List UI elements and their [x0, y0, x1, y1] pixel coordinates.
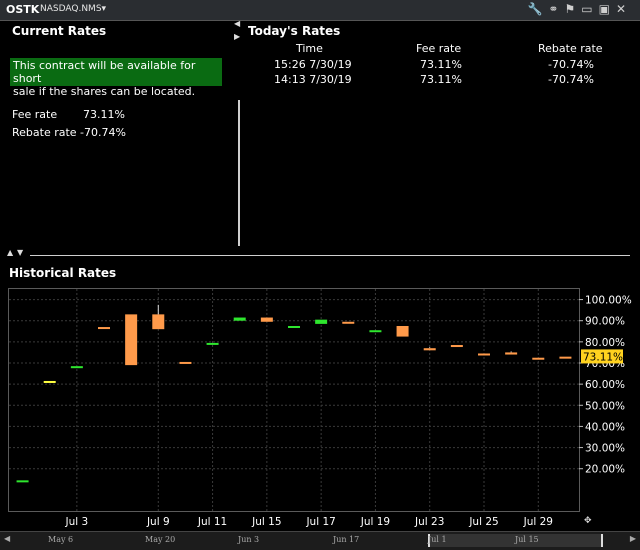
- expand-down-icon[interactable]: ▼: [17, 248, 24, 257]
- candle-body: [288, 326, 300, 328]
- row-1-rebate: -70.74%: [548, 58, 594, 71]
- candle-body: [206, 342, 219, 345]
- row-2-rebate: -70.74%: [548, 73, 594, 86]
- fee-rate-value: 73.11%: [83, 108, 125, 121]
- row-1-time: 15:26 7/30/19: [274, 58, 352, 71]
- window-tools: 🔧⚭⚑▭▣✕: [527, 2, 632, 16]
- chart-resize-icon[interactable]: ✥: [584, 516, 592, 526]
- candle-body: [152, 314, 165, 330]
- col-header-rebate: Rebate rate: [538, 42, 603, 55]
- chart-plot-area[interactable]: [8, 288, 580, 512]
- rebate-rate-label: Rebate rate: [12, 126, 77, 139]
- timeline-scroll-right-icon[interactable]: ▶: [629, 534, 636, 543]
- candle-body: [423, 348, 436, 351]
- x-tick-label: Jul 9: [146, 516, 170, 528]
- minimize-icon[interactable]: ▭: [581, 2, 599, 16]
- timeline-label: May 6: [48, 535, 74, 544]
- y-tick-label: 80.00%: [585, 337, 625, 349]
- current-rates-title: Current Rates: [12, 24, 107, 38]
- y-tick-label: 90.00%: [585, 316, 625, 328]
- row-1-fee: 73.11%: [420, 58, 462, 71]
- candle-body: [505, 352, 518, 355]
- current-value-tag-label: 73.11%: [583, 351, 623, 363]
- collapse-left-icon[interactable]: ◀: [234, 19, 241, 28]
- current-value-tag: [581, 349, 623, 364]
- col-header-time: Time: [296, 42, 323, 55]
- title-bar: OSTK NASDAQ.NMS▾ 🔧⚭⚑▭▣✕: [0, 0, 640, 21]
- y-tick-label: 40.00%: [585, 421, 625, 433]
- rebate-rate-value: -70.74%: [80, 126, 126, 139]
- wrench-icon[interactable]: 🔧: [527, 2, 549, 16]
- x-tick-label: Jul 19: [360, 516, 390, 528]
- x-tick-label: Jul 29: [523, 516, 553, 528]
- candle-body: [98, 327, 110, 330]
- candle-body: [16, 480, 29, 483]
- collapse-up-icon[interactable]: ▲: [7, 248, 14, 257]
- candle-body: [369, 330, 382, 333]
- expand-right-icon[interactable]: ▶: [234, 32, 241, 41]
- candle-body: [532, 357, 545, 360]
- y-tick-label: 60.00%: [585, 379, 625, 391]
- panel-divider-horizontal[interactable]: [30, 255, 630, 256]
- y-tick-label: 30.00%: [585, 443, 625, 455]
- candle-body: [260, 317, 273, 322]
- candle-body: [43, 380, 56, 383]
- timeline-navigator[interactable]: ◀ ▶ May 6 May 20 Jun 3 Jun 17 Jul 1 Jul …: [0, 531, 640, 550]
- maximize-icon[interactable]: ▣: [598, 2, 616, 16]
- symbol-label[interactable]: OSTK: [6, 3, 40, 16]
- timeline-label: Jul 15: [515, 535, 539, 544]
- candle-body: [450, 345, 463, 348]
- x-tick-label: Jul 23: [414, 516, 444, 528]
- y-tick-label: 20.00%: [585, 464, 625, 476]
- candle-body: [315, 319, 328, 324]
- candle-body: [559, 356, 572, 359]
- fee-rate-label: Fee rate: [12, 108, 58, 121]
- timeline-range-selector[interactable]: [428, 534, 603, 547]
- candle-body: [70, 366, 83, 369]
- panel-divider-vertical[interactable]: [238, 100, 240, 246]
- timeline-label: Jun 17: [333, 535, 360, 544]
- x-tick-label: Jul 25: [468, 516, 498, 528]
- short-sale-notice: This contract will be available for shor…: [10, 58, 222, 98]
- candle-body: [179, 361, 192, 364]
- y-tick-label: 50.00%: [585, 400, 625, 412]
- y-tick-label: 100.00%: [585, 295, 632, 307]
- notice-line-1: This contract will be available for shor…: [13, 59, 196, 85]
- x-tick-label: Jul 17: [305, 516, 335, 528]
- candle-body: [233, 317, 246, 321]
- x-tick-label: Jul 15: [251, 516, 281, 528]
- timeline-label: May 20: [145, 535, 176, 544]
- todays-rates-title: Today's Rates: [248, 24, 341, 38]
- x-tick-label: Jul 11: [197, 516, 227, 528]
- row-2-time: 14:13 7/30/19: [274, 73, 352, 86]
- timeline-scroll-left-icon[interactable]: ◀: [4, 534, 11, 543]
- timeline-label: Jun 3: [238, 535, 260, 544]
- candle-body: [125, 314, 138, 366]
- timeline-label: Jul 1: [428, 535, 447, 544]
- candle-body: [342, 321, 355, 324]
- candle-body: [396, 326, 409, 337]
- col-header-fee: Fee rate: [416, 42, 462, 55]
- notice-line-2: sale if the shares can be located.: [13, 85, 196, 98]
- row-2-fee: 73.11%: [420, 73, 462, 86]
- candle-body: [478, 353, 490, 356]
- exchange-label[interactable]: NASDAQ.NMS▾: [40, 4, 107, 14]
- x-tick-label: Jul 3: [65, 516, 89, 528]
- historical-rates-title: Historical Rates: [9, 266, 117, 280]
- close-icon[interactable]: ✕: [615, 2, 632, 16]
- link-icon[interactable]: ⚭: [548, 2, 565, 16]
- flag-icon[interactable]: ⚑: [564, 2, 582, 16]
